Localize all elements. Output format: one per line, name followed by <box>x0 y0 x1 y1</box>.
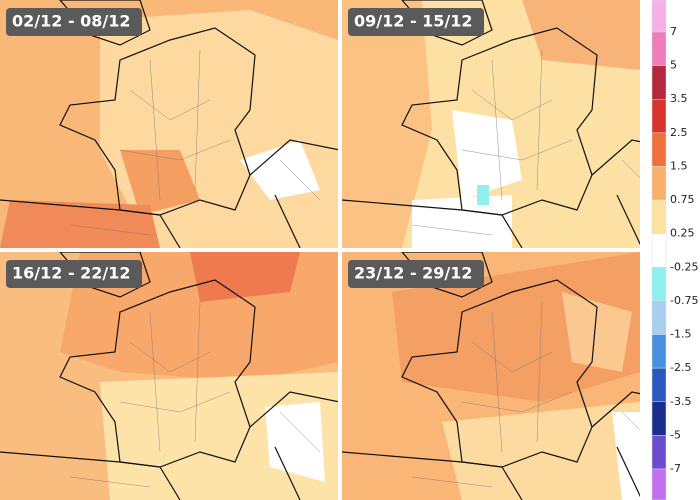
legend-label: 2.5 <box>670 126 688 139</box>
legend-label: -2.5 <box>670 361 691 374</box>
legend-swatch <box>651 401 667 436</box>
panel-label-box <box>348 8 484 36</box>
legend-label: -1.5 <box>670 328 691 341</box>
map-panel <box>0 252 338 500</box>
panel-label: 09/12 - 15/12 <box>354 12 473 31</box>
legend-label: -0.25 <box>670 260 698 273</box>
legend-label: 0.75 <box>670 193 695 206</box>
panel-label: 02/12 - 08/12 <box>12 12 131 31</box>
legend-swatch <box>651 31 667 66</box>
legend-label: 1.5 <box>670 159 688 172</box>
legend-swatch <box>651 267 667 302</box>
legend-swatch <box>651 334 667 369</box>
panel-label: 16/12 - 22/12 <box>12 264 131 283</box>
panel-label-box <box>348 260 484 288</box>
panel-label-box <box>6 260 142 288</box>
legend-label: -7 <box>670 462 681 475</box>
panel-label: 23/12 - 29/12 <box>354 264 473 283</box>
legend-swatch <box>651 0 667 33</box>
map-panel <box>342 252 640 500</box>
legend-label: -3.5 <box>670 395 691 408</box>
legend-swatch <box>651 199 667 234</box>
legend-swatch <box>651 132 667 167</box>
legend-label: 5 <box>670 59 677 72</box>
legend-label: -0.75 <box>670 294 698 307</box>
legend-swatch <box>651 367 667 403</box>
legend-swatch <box>651 166 667 201</box>
panel-label-box <box>6 8 142 36</box>
legend-swatch <box>651 468 667 500</box>
legend-label: -5 <box>670 428 681 441</box>
legend-swatch <box>651 300 667 335</box>
legend-label: 7 <box>670 25 677 38</box>
legend-swatch <box>651 65 667 100</box>
legend-swatch <box>651 435 667 470</box>
map-panel <box>342 0 640 248</box>
legend-swatch <box>651 233 667 268</box>
color-legend: 7 5 3.5 2.5 1.5 0.75 0.25 -0.25 -0.75 -1.5 -2.5 -3.… <box>651 0 698 500</box>
map-panel <box>0 0 338 248</box>
legend-swatch <box>651 98 667 134</box>
legend-label: 0.25 <box>670 227 695 240</box>
legend-label: 3.5 <box>670 92 688 105</box>
